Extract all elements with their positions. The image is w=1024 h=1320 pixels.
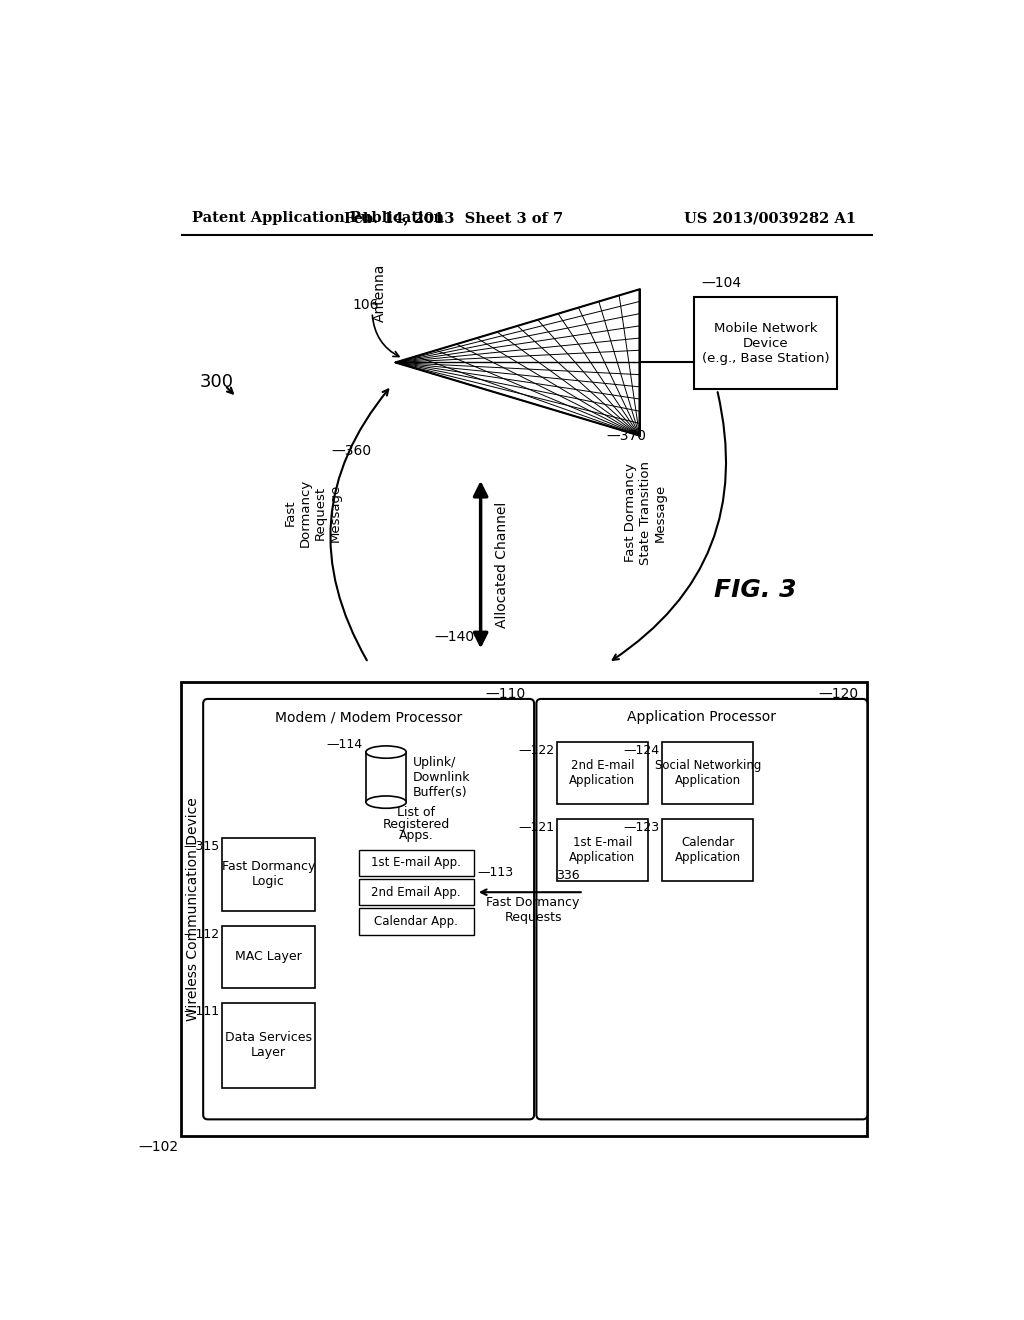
Text: Antenna: Antenna bbox=[373, 264, 387, 322]
Text: —112: —112 bbox=[183, 928, 219, 941]
FancyBboxPatch shape bbox=[359, 908, 474, 935]
Text: —315: —315 bbox=[183, 840, 219, 853]
FancyBboxPatch shape bbox=[366, 752, 407, 803]
Text: —102: —102 bbox=[138, 1140, 178, 1154]
FancyBboxPatch shape bbox=[222, 927, 314, 987]
FancyBboxPatch shape bbox=[662, 742, 754, 804]
FancyBboxPatch shape bbox=[359, 879, 474, 906]
Text: Fast Dormancy
State Transition
Message: Fast Dormancy State Transition Message bbox=[624, 461, 667, 565]
Text: Social Networking
Application: Social Networking Application bbox=[654, 759, 761, 787]
FancyBboxPatch shape bbox=[222, 1003, 314, 1088]
Text: 2nd Email App.: 2nd Email App. bbox=[372, 886, 461, 899]
Text: Data Services
Layer: Data Services Layer bbox=[225, 1031, 311, 1060]
Text: 1st E-mail App.: 1st E-mail App. bbox=[372, 857, 461, 870]
Text: Wireless Communication Device: Wireless Communication Device bbox=[186, 797, 200, 1022]
Text: MAC Layer: MAC Layer bbox=[234, 950, 302, 964]
Text: —140: —140 bbox=[434, 631, 474, 644]
Text: List of: List of bbox=[397, 807, 435, 818]
FancyBboxPatch shape bbox=[537, 700, 867, 1119]
Text: 336: 336 bbox=[556, 869, 580, 882]
Text: 1st E-mail
Application: 1st E-mail Application bbox=[569, 836, 635, 863]
FancyBboxPatch shape bbox=[662, 818, 754, 880]
Text: Feb. 14, 2013  Sheet 3 of 7: Feb. 14, 2013 Sheet 3 of 7 bbox=[344, 211, 563, 226]
Text: Calendar
Application: Calendar Application bbox=[675, 836, 740, 863]
Text: Registered: Registered bbox=[383, 817, 450, 830]
Text: 2nd E-mail
Application: 2nd E-mail Application bbox=[569, 759, 635, 787]
Text: Fast Dormancy
Logic: Fast Dormancy Logic bbox=[221, 861, 315, 888]
Text: —122: —122 bbox=[518, 744, 554, 758]
Text: —120: —120 bbox=[819, 688, 859, 701]
Text: 300: 300 bbox=[200, 372, 234, 391]
FancyBboxPatch shape bbox=[359, 850, 474, 876]
Text: —370: —370 bbox=[606, 429, 646, 442]
Ellipse shape bbox=[366, 746, 407, 758]
Text: Allocated Channel: Allocated Channel bbox=[495, 502, 509, 628]
Text: Application Processor: Application Processor bbox=[628, 710, 776, 725]
Text: —360: —360 bbox=[331, 444, 371, 458]
Text: Fast Dormancy
Requests: Fast Dormancy Requests bbox=[486, 896, 580, 924]
FancyBboxPatch shape bbox=[557, 742, 648, 804]
Text: 106: 106 bbox=[352, 298, 379, 312]
FancyBboxPatch shape bbox=[222, 837, 314, 911]
Text: Uplink/
Downlink
Buffer(s): Uplink/ Downlink Buffer(s) bbox=[413, 755, 470, 799]
FancyBboxPatch shape bbox=[693, 297, 838, 389]
Text: Apps.: Apps. bbox=[399, 829, 434, 842]
Text: Fast
Dormancy
Request
Message: Fast Dormancy Request Message bbox=[284, 478, 341, 546]
FancyBboxPatch shape bbox=[203, 700, 535, 1119]
Text: Modem / Modem Processor: Modem / Modem Processor bbox=[275, 710, 462, 725]
Text: —110: —110 bbox=[485, 688, 525, 701]
Text: FIG. 3: FIG. 3 bbox=[715, 578, 797, 602]
Text: —111: —111 bbox=[183, 1006, 219, 1019]
Text: Calendar App.: Calendar App. bbox=[375, 915, 458, 928]
Text: —114: —114 bbox=[326, 738, 362, 751]
Text: —121: —121 bbox=[518, 821, 554, 834]
Text: —113: —113 bbox=[477, 866, 514, 879]
Text: —123: —123 bbox=[624, 821, 659, 834]
Text: —124: —124 bbox=[624, 744, 659, 758]
Text: —104: —104 bbox=[701, 276, 741, 290]
FancyBboxPatch shape bbox=[557, 818, 648, 880]
Text: US 2013/0039282 A1: US 2013/0039282 A1 bbox=[684, 211, 856, 226]
FancyBboxPatch shape bbox=[180, 682, 866, 1137]
Text: Patent Application Publication: Patent Application Publication bbox=[191, 211, 443, 226]
Text: Mobile Network
Device
(e.g., Base Station): Mobile Network Device (e.g., Base Statio… bbox=[701, 322, 829, 364]
Ellipse shape bbox=[366, 796, 407, 808]
